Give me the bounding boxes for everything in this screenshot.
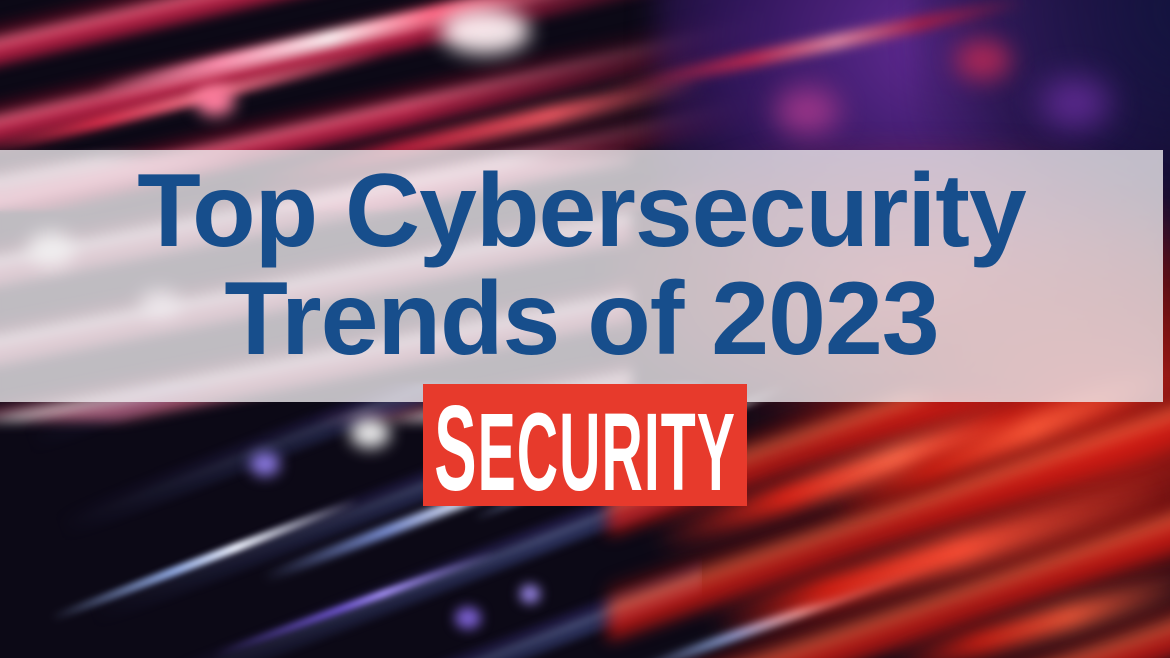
red-light-streak [882,568,1170,658]
logo-initial-letter: S [434,380,478,516]
bokeh-dot [1040,78,1110,128]
security-magazine-logo: SECURITY [423,384,747,509]
red-light-streak [705,470,1170,644]
title-band-overlay [0,150,1163,402]
bokeh-dot [350,418,390,448]
bokeh-dot [250,452,280,476]
bokeh-dot [520,585,540,603]
security-logo-text: SECURITY [434,387,736,509]
bokeh-dot [775,88,839,134]
light-streak [0,45,386,159]
logo-remaining-letters: ECURITY [477,391,736,514]
light-streak [212,548,498,658]
bokeh-dot [455,607,481,629]
light-streak [628,555,942,658]
bokeh-dot [955,40,1011,80]
light-streak [49,496,361,623]
bokeh-dot [195,86,235,116]
title-line-2: Trends of 2023 [224,261,939,377]
light-streak [94,0,586,101]
page-title: Top Cybersecurity Trends of 2023 [0,157,1163,373]
light-streak [603,0,1027,97]
title-line-1: Top Cybersecurity [137,153,1026,269]
bokeh-dot [440,8,530,54]
